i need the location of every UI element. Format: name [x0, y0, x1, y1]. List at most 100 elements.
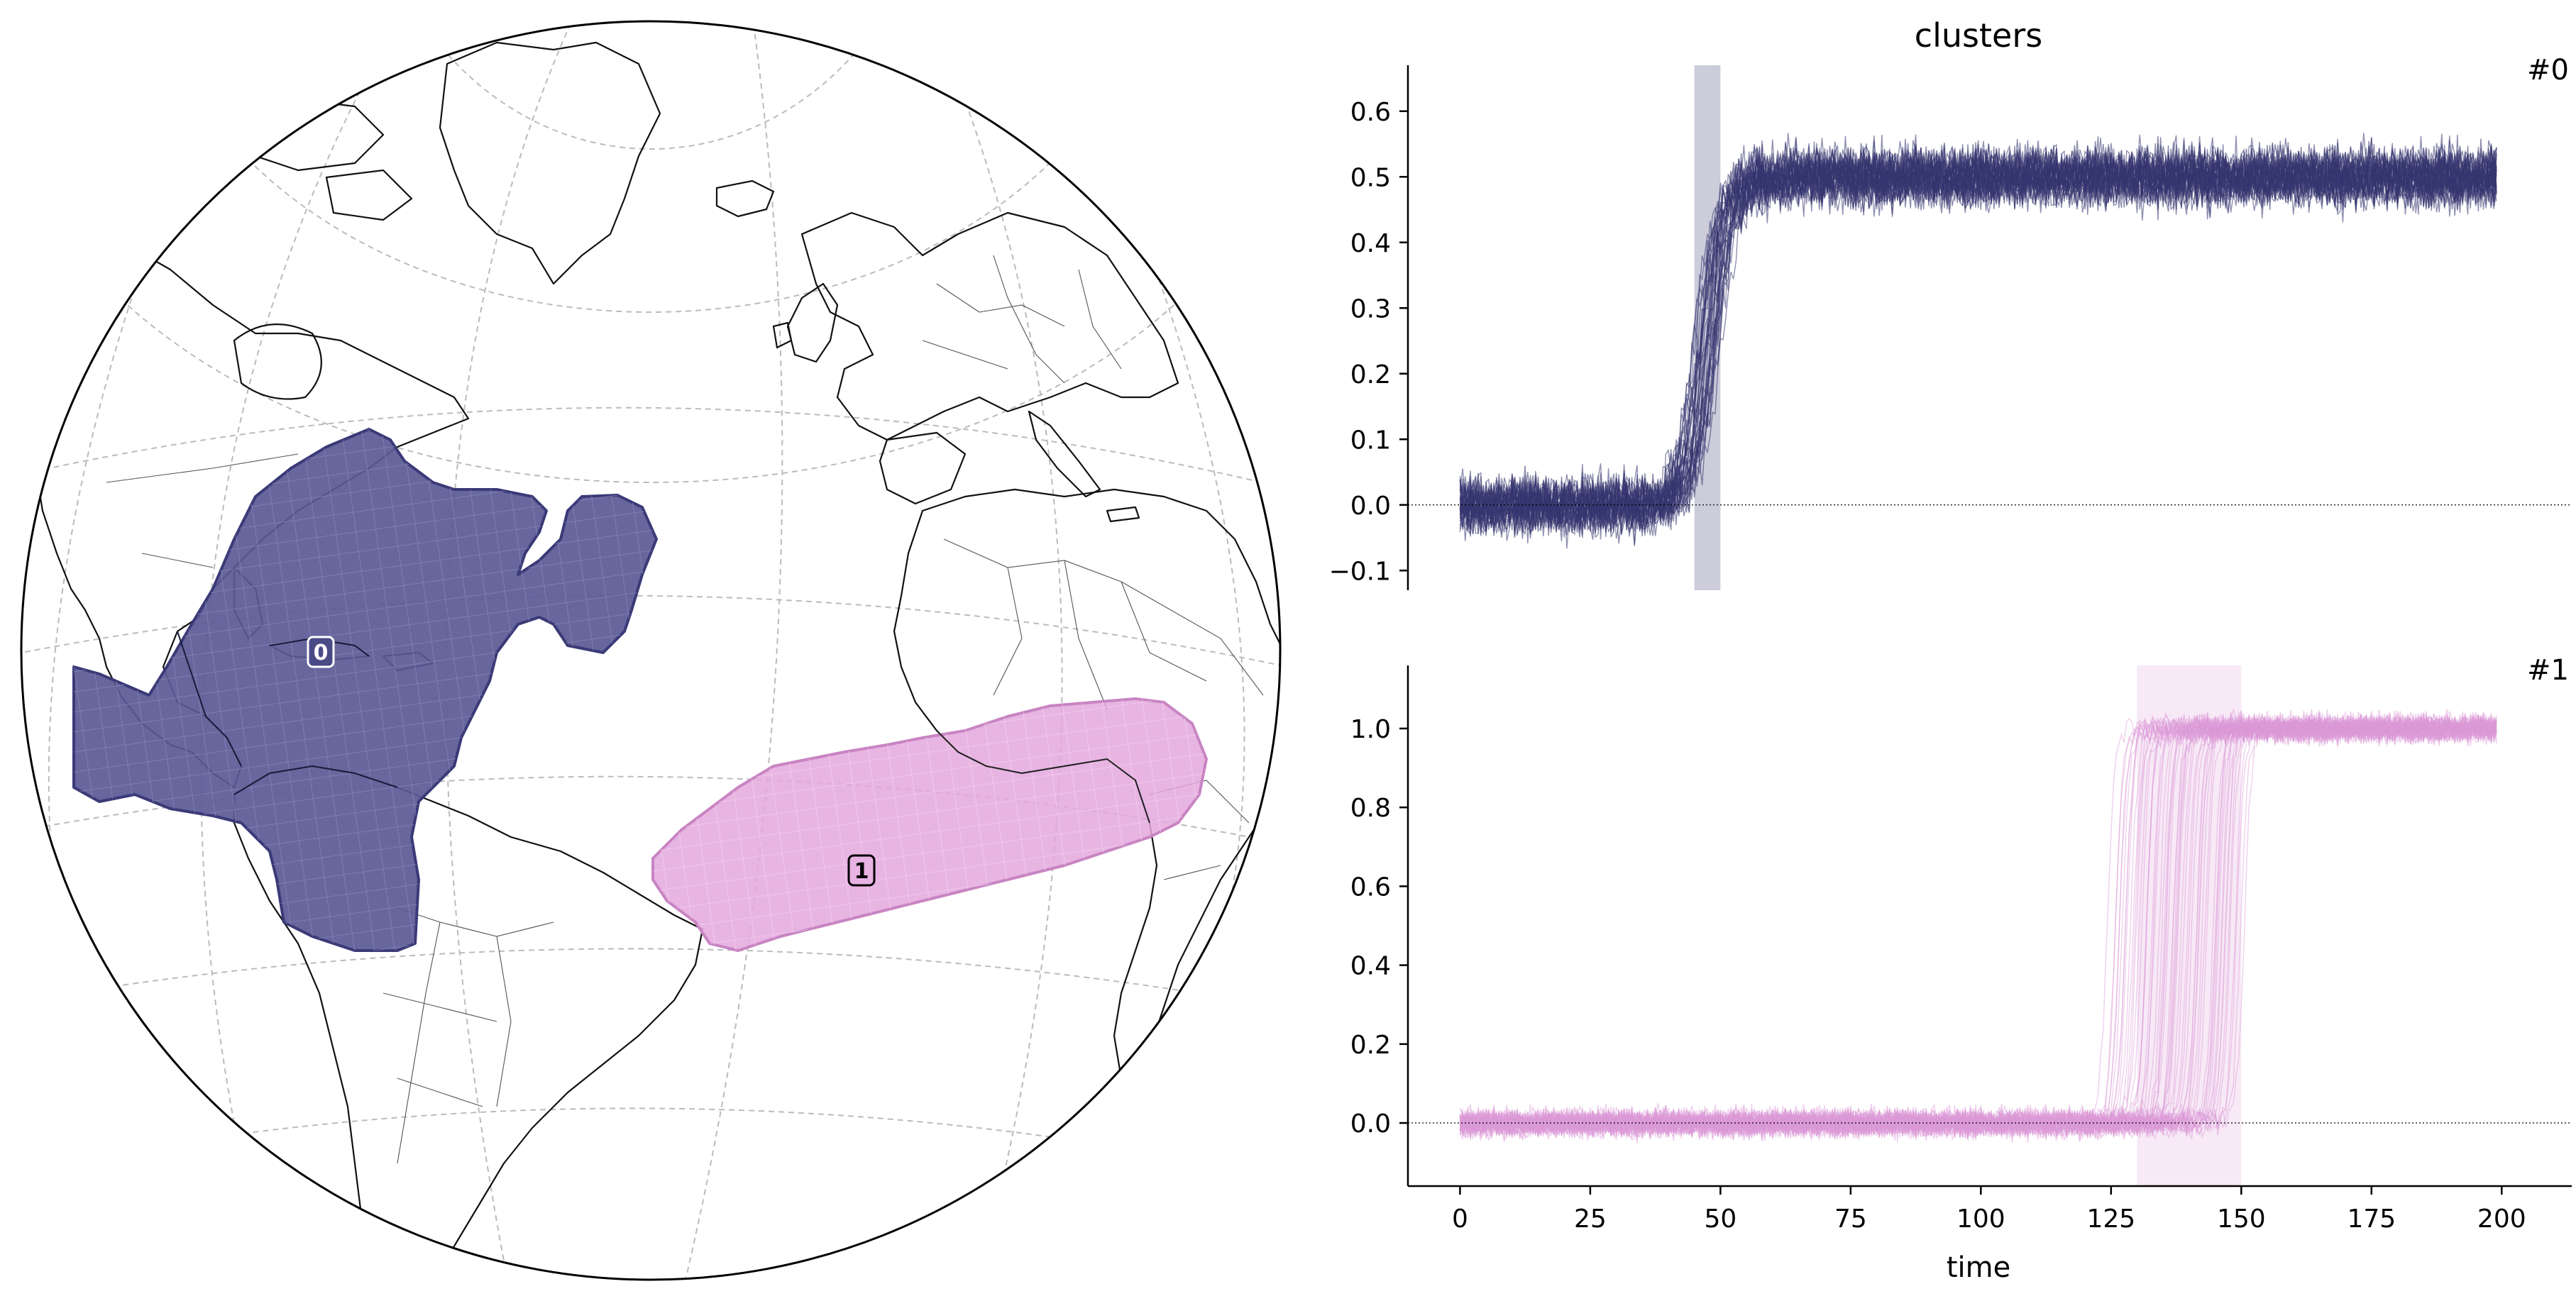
series-line [1459, 714, 2497, 1141]
cluster-0-label-text: 0 [314, 641, 329, 665]
y-tick-label: 0.0 [1350, 1109, 1391, 1139]
series-line [1459, 711, 2497, 1139]
y-tick-label: 0.4 [1350, 229, 1391, 258]
series-line [1459, 715, 2497, 1139]
cluster-0-region [72, 428, 658, 952]
series-line [1459, 713, 2497, 1141]
x-tick-label: 0 [1452, 1205, 1468, 1234]
x-tick-label: 50 [1704, 1205, 1736, 1234]
series-line [1459, 709, 2497, 1141]
series-line [1459, 715, 2497, 1140]
series-line [1459, 711, 2497, 1141]
globe-map: 0 1 [20, 20, 1282, 1281]
series-line [1459, 141, 2497, 544]
cluster-1-panel: 0.0 0.2 0.4 0.6 0.8 1.0 0 25 50 75 100 125 150 175 20… [1350, 654, 2572, 1234]
time-series-charts: clusters −0.1 0.0 0.1 0.2 0.3 0.4 0.5 0.6 #0 0.… [1329, 16, 2572, 1284]
y-tick-label: 0.2 [1350, 1031, 1391, 1060]
series-line [1459, 710, 2497, 1141]
series-line [1459, 713, 2497, 1144]
cluster-1-region [651, 697, 1208, 952]
series-line [1459, 714, 2497, 1141]
transition-highlight-band [2137, 665, 2242, 1186]
y-tick-label: 0.6 [1350, 873, 1391, 902]
y-tick-label: −0.1 [1329, 557, 1391, 586]
series-line [1460, 714, 2497, 1139]
series-line [1459, 715, 2497, 1141]
panel-0-label: #0 [2527, 54, 2569, 87]
series-line [1459, 709, 2497, 1141]
cluster-0-panel: −0.1 0.0 0.1 0.2 0.3 0.4 0.5 0.6 #0 [1329, 54, 2572, 590]
series-line [1459, 714, 2497, 1138]
series-line [1459, 137, 2497, 538]
series-line [1459, 712, 2497, 1141]
series-line [1459, 713, 2497, 1141]
series-line [1459, 714, 2497, 1141]
y-tick-label: 0.6 [1350, 98, 1391, 127]
series-line [1459, 714, 2497, 1138]
series-line [1460, 709, 2497, 1143]
series-line [1459, 141, 2497, 544]
series-line [1459, 713, 2497, 1140]
series-line [1459, 711, 2497, 1139]
series-line [1459, 708, 2497, 1142]
panel-1-label: #1 [2527, 654, 2569, 687]
series-line [1459, 711, 2497, 1138]
globe-outline [20, 20, 1282, 1281]
x-tick-label: 200 [2477, 1205, 2526, 1234]
series-line [1460, 711, 2497, 1139]
series-line [1459, 711, 2497, 1141]
series-line [1459, 714, 2497, 1141]
y-tick-label: 0.1 [1350, 426, 1391, 455]
x-tick-label: 150 [2217, 1205, 2266, 1234]
series-line [1459, 714, 2497, 1143]
series-line [1459, 712, 2497, 1143]
y-tick-label: 1.0 [1350, 715, 1391, 744]
series-line [1460, 712, 2497, 1141]
series-line [1459, 714, 2497, 1140]
series-line [1459, 715, 2497, 1142]
globe-interior [21, 21, 1280, 1280]
series-line [1459, 712, 2497, 1139]
series-line [1459, 713, 2497, 1141]
series-line [1459, 713, 2497, 1141]
series-line [1459, 710, 2497, 1140]
series-line [1459, 713, 2497, 1141]
y-tick-label: 0.2 [1350, 360, 1391, 389]
series-line [1459, 709, 2497, 1141]
x-tick-label: 125 [2086, 1205, 2135, 1234]
series-line [1459, 715, 2497, 1139]
series-line [1459, 710, 2497, 1139]
y-tick-label: 0.8 [1350, 794, 1391, 823]
x-tick-label: 175 [2347, 1205, 2396, 1234]
series-line [1459, 709, 2497, 1139]
series-line [1459, 712, 2497, 1141]
chart-title: clusters [1915, 16, 2042, 55]
series-line [1459, 716, 2497, 1141]
series-line [1459, 714, 2497, 1138]
series-line [1460, 710, 2497, 1142]
series-line [1460, 713, 2497, 1142]
series-line [1459, 712, 2497, 1142]
x-tick-label: 75 [1834, 1205, 1867, 1234]
series-line [1459, 712, 2497, 1138]
series-line [1459, 711, 2497, 1139]
x-axis-label: time [1947, 1251, 2010, 1284]
series-line [1459, 713, 2497, 1141]
series-line [1459, 709, 2497, 1141]
series-line [1459, 713, 2497, 1139]
y-tick-label: 0.5 [1350, 163, 1391, 192]
y-tick-label: 0.3 [1350, 294, 1391, 323]
series-line [1460, 712, 2497, 1141]
x-tick-label: 100 [1956, 1205, 2005, 1234]
country-borders [106, 255, 1264, 1164]
series-line [1459, 712, 2497, 1141]
series-line [1459, 714, 2497, 1141]
cluster-1-label: 1 [847, 854, 876, 887]
cluster-1-label-text: 1 [854, 859, 869, 884]
series-line [1459, 134, 2497, 533]
cluster-0-label: 0 [307, 636, 335, 668]
y-tick-label: 0.0 [1350, 492, 1391, 521]
series-line [1459, 713, 2497, 1141]
y-tick-label: 0.4 [1350, 952, 1391, 981]
